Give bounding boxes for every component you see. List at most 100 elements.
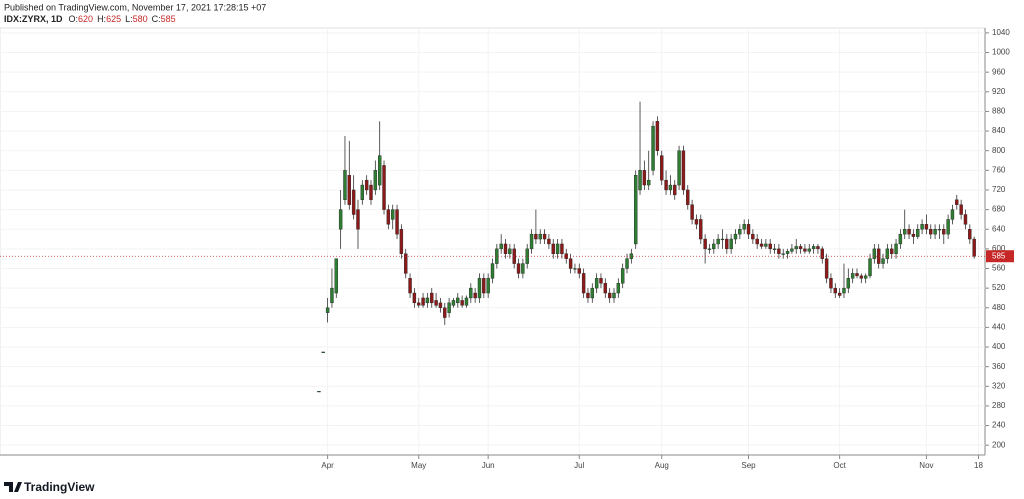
candle-body <box>933 229 937 235</box>
candle-body <box>668 184 673 191</box>
candle-body <box>616 283 621 294</box>
candle-body <box>785 251 790 254</box>
candle-body <box>408 278 412 294</box>
candle-body <box>351 189 356 215</box>
x-tick-label: Nov <box>919 461 933 470</box>
candle-body <box>473 292 477 299</box>
candle-body <box>386 209 391 225</box>
candle-body <box>356 209 360 230</box>
y-tick-label: 480 <box>992 303 1006 312</box>
field-value: 620 <box>78 14 93 24</box>
candle-body <box>720 238 725 241</box>
y-tick-label: 1000 <box>992 48 1010 57</box>
candle-body <box>503 243 508 254</box>
candle-body <box>647 179 651 186</box>
candle-body <box>612 292 616 299</box>
candle-body <box>946 219 950 235</box>
candle-body <box>694 219 699 225</box>
candle-body <box>790 248 794 252</box>
candle-body <box>681 150 686 191</box>
y-tick-label: 520 <box>992 283 1006 292</box>
y-tick-label: 800 <box>992 146 1006 155</box>
y-tick-label: 720 <box>992 185 1006 194</box>
candle-body <box>499 243 503 250</box>
y-tick-label: 400 <box>992 342 1006 351</box>
y-tick-label: 280 <box>992 401 1006 410</box>
candle-body <box>629 253 634 259</box>
candle-body <box>642 170 647 186</box>
candle-body <box>338 209 343 230</box>
candle-body <box>399 229 404 254</box>
published-note: Published on TradingView.com, November 1… <box>4 2 266 12</box>
candle-body <box>443 307 447 318</box>
candle-body <box>664 179 668 191</box>
x-tick-label: Jul <box>574 461 584 470</box>
candle-body <box>555 243 560 254</box>
y-tick-label: 840 <box>992 126 1006 135</box>
y-tick-label: 320 <box>992 381 1006 390</box>
candle-body <box>347 175 352 205</box>
candle-body <box>551 243 555 254</box>
y-tick-label: 560 <box>992 264 1006 273</box>
x-tick-label: May <box>411 461 426 470</box>
candle-body <box>469 287 473 299</box>
candle-body <box>950 209 955 220</box>
candle-body <box>894 243 898 254</box>
candle-body <box>898 233 903 245</box>
candle-body <box>430 292 434 304</box>
candle-body <box>820 248 824 259</box>
candle-body <box>486 278 490 294</box>
candle-body <box>872 248 877 259</box>
candle-body <box>321 351 325 353</box>
brand: TradingView <box>24 480 95 494</box>
candle-body <box>755 238 759 245</box>
candle-body <box>781 253 785 255</box>
candle-body <box>330 287 334 304</box>
candle-body <box>911 233 916 237</box>
candle-body <box>395 209 399 235</box>
candle-body <box>586 292 590 299</box>
candle-body <box>707 248 712 250</box>
plot-area <box>0 27 986 456</box>
candle-body <box>807 248 811 252</box>
candle-body <box>534 233 538 240</box>
last-price-tag <box>986 250 1014 263</box>
candle-body <box>738 229 742 235</box>
x-tick-label: Jun <box>482 461 495 470</box>
candle-body <box>568 258 573 269</box>
candle-body <box>794 246 798 250</box>
symbol-line: IDX:ZYRX, 1D O:620 H:625 L:580 C:585 <box>4 14 176 24</box>
candle-body <box>863 275 868 279</box>
candle-body <box>850 273 855 279</box>
candle-body <box>577 268 581 274</box>
candle-body <box>364 179 369 191</box>
y-tick-label: 600 <box>992 244 1006 253</box>
candle-body <box>594 278 599 289</box>
candle-body <box>725 238 729 250</box>
candle-body <box>833 287 837 294</box>
symbol: IDX:ZYRX, 1D <box>4 14 63 24</box>
candle-body <box>377 155 382 186</box>
candle-body <box>581 273 586 294</box>
candle-body <box>972 238 976 257</box>
x-tick-label: Oct <box>833 461 846 470</box>
candle-body <box>881 258 885 264</box>
candle-body <box>360 184 365 200</box>
candle-body <box>829 278 833 289</box>
candle-body <box>673 184 677 196</box>
candle-body <box>824 258 829 279</box>
candle-body <box>421 297 425 306</box>
candle-body <box>382 165 386 210</box>
candle-body <box>529 233 534 250</box>
candle-body <box>837 292 842 296</box>
candle-body <box>686 189 690 205</box>
x-tick-label: Sep <box>741 461 756 470</box>
x-tick-label: 18 <box>974 461 983 470</box>
field-label: C: <box>152 14 161 24</box>
candle-body <box>655 121 660 151</box>
field-label: L: <box>125 14 133 24</box>
y-tick-label: 680 <box>992 205 1006 214</box>
candle-body <box>417 302 421 306</box>
candle-body <box>968 229 972 240</box>
y-tick-label: 880 <box>992 107 1006 116</box>
